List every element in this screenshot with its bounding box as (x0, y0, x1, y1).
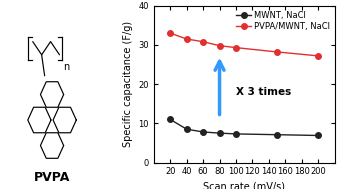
PVPA/MWNT, NaCl (185, 38, 189, 40)
MWNT, NaCl (218, 132, 222, 134)
Y-axis label: Specific capacitance (F/g): Specific capacitance (F/g) (123, 21, 133, 147)
Text: X 3 times: X 3 times (236, 87, 291, 97)
PVPA/MWNT, NaCl (218, 45, 222, 47)
Line: MWNT, NaCl: MWNT, NaCl (167, 117, 321, 138)
PVPA/MWNT, NaCl (168, 32, 172, 34)
PVPA/MWNT, NaCl (201, 41, 205, 43)
PVPA/MWNT, NaCl (234, 46, 238, 49)
X-axis label: Scan rate (mV/s): Scan rate (mV/s) (203, 182, 285, 189)
Legend: MWNT, NaCl, PVPA/MWNT, NaCl: MWNT, NaCl, PVPA/MWNT, NaCl (235, 10, 331, 32)
MWNT, NaCl (234, 133, 238, 135)
Text: PVPA: PVPA (34, 171, 70, 184)
MWNT, NaCl (185, 128, 189, 130)
Line: PVPA/MWNT, NaCl: PVPA/MWNT, NaCl (167, 30, 321, 59)
PVPA/MWNT, NaCl (316, 55, 320, 57)
MWNT, NaCl (316, 134, 320, 137)
MWNT, NaCl (275, 134, 279, 136)
Text: n: n (63, 62, 69, 72)
MWNT, NaCl (168, 118, 172, 121)
MWNT, NaCl (201, 131, 205, 133)
PVPA/MWNT, NaCl (275, 51, 279, 53)
